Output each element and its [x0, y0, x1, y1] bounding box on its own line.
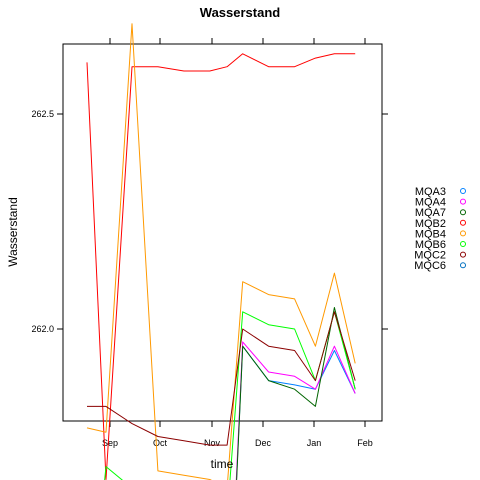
series-line-mqb4	[86, 23, 356, 480]
legend-label-mqc2: MQC2	[414, 250, 446, 262]
series-line-mqa7	[236, 307, 356, 480]
x-axis-title: time	[211, 457, 234, 471]
plot-frame	[62, 43, 383, 422]
y-tick-label: 262.5	[31, 109, 54, 119]
x-tick-label: Dec	[255, 438, 272, 448]
y-tick-label: 262.0	[31, 324, 54, 334]
series-line-mqb6	[104, 311, 356, 480]
legend-marker-mqa3	[460, 188, 466, 194]
legend-marker-mqa4	[460, 198, 466, 205]
x-tick-label: Feb	[357, 438, 373, 448]
legend-label-mqb6: MQB6	[415, 239, 446, 251]
x-tick-label: Oct	[153, 438, 168, 448]
legend-label-mqb4: MQB4	[415, 228, 446, 240]
legend-label-mqa3: MQA3	[415, 186, 446, 198]
legend-marker-mqb2	[460, 219, 466, 226]
legend-marker-mqc2	[460, 251, 466, 258]
series-lines	[86, 23, 356, 480]
series-line-mqa4	[235, 341, 356, 480]
y-axis-title: Wasserstand	[6, 197, 20, 267]
legend-marker-mqb4	[460, 230, 466, 237]
legend-marker-mqb6	[460, 241, 466, 247]
chart-title: Wasserstand	[200, 5, 280, 20]
legend-marker-mqa7	[460, 209, 466, 216]
legend-label-mqb2: MQB2	[415, 218, 446, 230]
legend-label-mqc6: MQC6	[414, 260, 446, 272]
legend-label-mqa7: MQA7	[415, 207, 446, 219]
x-tick-label: Nov	[204, 438, 221, 448]
x-tick-label: Sep	[102, 438, 118, 448]
legend-marker-mqc6	[460, 262, 466, 269]
legend-label-mqa4: MQA4	[415, 197, 446, 209]
series-line-mqc2	[87, 311, 356, 446]
x-axis: Sep Oct Nov Dec Jan Feb	[102, 38, 373, 448]
x-tick-label: Jan	[307, 438, 322, 448]
series-line-mqb2	[86, 53, 356, 480]
